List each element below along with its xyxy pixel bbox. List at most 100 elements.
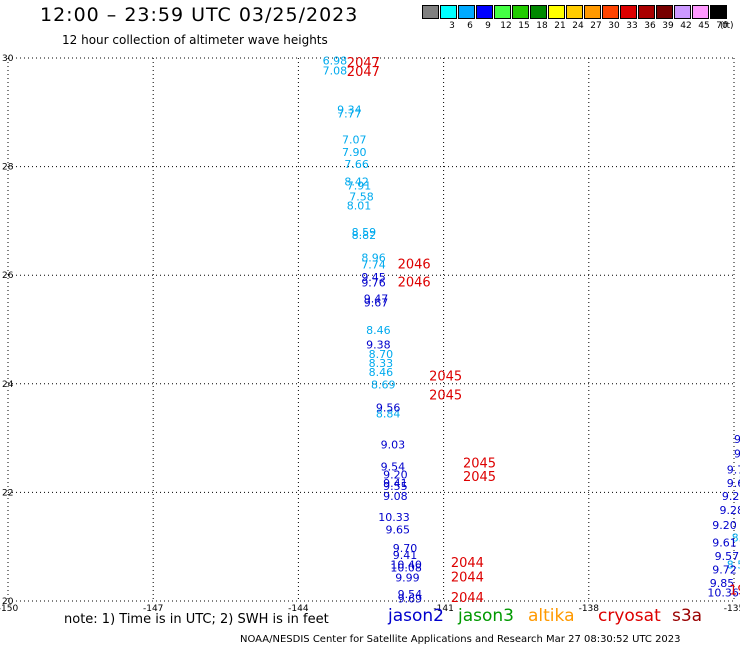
y-tick-label: 22	[2, 488, 13, 498]
wave-height-label: 6.98	[323, 55, 348, 68]
page-subtitle: 12 hour collection of altimeter wave hei…	[62, 33, 328, 47]
x-tick-label: -141	[433, 604, 453, 614]
wave-height-label: 9.55	[383, 480, 408, 493]
wave-height-label: 8.74	[739, 473, 740, 486]
legend-label: 3	[449, 21, 455, 31]
wave-height-label: 9.34	[337, 104, 362, 117]
legend-swatch	[440, 5, 457, 19]
legend-label: 36	[644, 21, 656, 31]
wave-height-label: 7.08	[323, 64, 348, 77]
legend-label: 45	[698, 21, 710, 31]
wave-height-label: 9.76	[361, 276, 386, 289]
legend-swatch	[656, 5, 673, 19]
time-annotation: 2045	[429, 370, 462, 385]
wave-height-label: 8.46	[369, 366, 394, 379]
wave-height-label: 8.55	[727, 559, 740, 572]
wave-height-label: 9.41	[393, 549, 418, 562]
legend-swatch	[620, 5, 637, 19]
wave-height-label: 8.96	[361, 251, 386, 264]
wave-height-label: 8.33	[369, 357, 394, 370]
x-tick-label: -135	[724, 604, 740, 614]
wave-height-label: 9.61	[712, 536, 737, 549]
wave-height-label: 9.70	[393, 542, 418, 555]
legend-swatch	[530, 5, 547, 19]
legend-label: 70	[716, 21, 728, 31]
wave-height-label: 8.82	[352, 229, 377, 242]
wave-height-label: 9.57	[715, 550, 740, 563]
legend-swatch	[458, 5, 475, 19]
legend-label: 39	[662, 21, 674, 31]
legend-swatch	[476, 5, 493, 19]
y-tick-label: 20	[2, 597, 14, 607]
y-tick-label: 26	[2, 271, 14, 281]
y-tick-label: 28	[2, 163, 14, 173]
satellite-label-altika: altika	[528, 606, 575, 626]
time-annotation: 19	[729, 584, 740, 599]
wave-height-label: 8.74	[732, 531, 740, 544]
time-annotation: 2047	[347, 65, 380, 80]
y-tick-label: 24	[2, 380, 14, 390]
time-annotation: 2044	[451, 591, 484, 606]
wave-height-label: 9.54	[381, 460, 406, 473]
time-annotation: 2045	[463, 457, 496, 472]
legend-label: 42	[680, 21, 692, 31]
wave-height-label: 9.85	[710, 577, 735, 590]
legend-label: 33	[626, 21, 638, 31]
legend-swatch	[548, 5, 565, 19]
time-annotation: 2046	[398, 276, 431, 291]
wave-height-label: 9.29	[722, 490, 740, 503]
legend-swatch	[602, 5, 619, 19]
wave-height-label: 9.65	[386, 523, 411, 536]
wave-height-label: 9.38	[366, 339, 391, 352]
wave-height-label: 8.46	[366, 324, 391, 337]
x-tick-label: -138	[579, 604, 600, 614]
wave-height-label: 7.58	[349, 190, 374, 203]
wave-height-label: 9.41	[383, 477, 408, 490]
wave-height-label: 7.66	[344, 158, 369, 171]
wave-height-label: 7.90	[342, 146, 367, 159]
satellite-label-cryosat: cryosat	[598, 606, 661, 626]
wave-height-label: 8.70	[369, 348, 394, 361]
satellite-label-jason3: jason3	[458, 606, 514, 626]
time-annotation: 2044	[451, 556, 484, 571]
legend-swatch	[674, 5, 691, 19]
legend-label: 21	[554, 21, 566, 31]
wave-height-label: 9.67	[364, 296, 389, 309]
wave-height-label: 10.36	[707, 586, 739, 599]
wave-height-label: 9.03	[381, 439, 406, 452]
wave-height-label: 8.84	[376, 408, 401, 421]
legend-label: 12	[500, 21, 512, 31]
y-tick-label: 30	[2, 54, 14, 64]
wave-height-label: 9.20	[712, 519, 737, 532]
wave-height-label: 9.08	[383, 490, 408, 503]
wave-height-label: 9.2	[734, 447, 740, 460]
time-annotation: 2044	[451, 571, 484, 586]
wave-height-label: 7.07	[342, 133, 367, 146]
wave-height-label: 8.59	[352, 226, 377, 239]
legend-swatch	[422, 5, 439, 19]
wave-height-label: 7.91	[347, 180, 372, 193]
x-tick-label: -150	[0, 604, 18, 614]
wave-height-label: 8.42	[344, 175, 369, 188]
time-annotation: 2045	[463, 470, 496, 485]
wave-height-label: 8.01	[347, 200, 372, 213]
legend-unit-label: (ft)	[720, 21, 734, 31]
legend-swatch	[512, 5, 529, 19]
x-tick-label: -144	[288, 604, 309, 614]
wave-height-label: 10.40	[390, 559, 422, 572]
page-title: 12:00 – 23:59 UTC 03/25/2023	[40, 4, 359, 26]
x-tick-label: -147	[143, 604, 163, 614]
satellite-label-s3a: s3a	[672, 606, 703, 626]
wave-height-label: 8.69	[371, 378, 396, 391]
wave-height-label: 9.45	[361, 271, 386, 284]
legend-label: 24	[572, 21, 584, 31]
legend-label: 18	[536, 21, 548, 31]
wave-height-label: 9.69	[398, 592, 423, 605]
legend-label: 30	[608, 21, 620, 31]
wave-height-label: 9.72	[712, 564, 737, 577]
wave-height-label: 9.28	[719, 504, 740, 517]
wave-height-label: 9.68	[727, 477, 740, 490]
legend-swatch	[638, 5, 655, 19]
wave-height-label: 9.56	[376, 402, 401, 415]
